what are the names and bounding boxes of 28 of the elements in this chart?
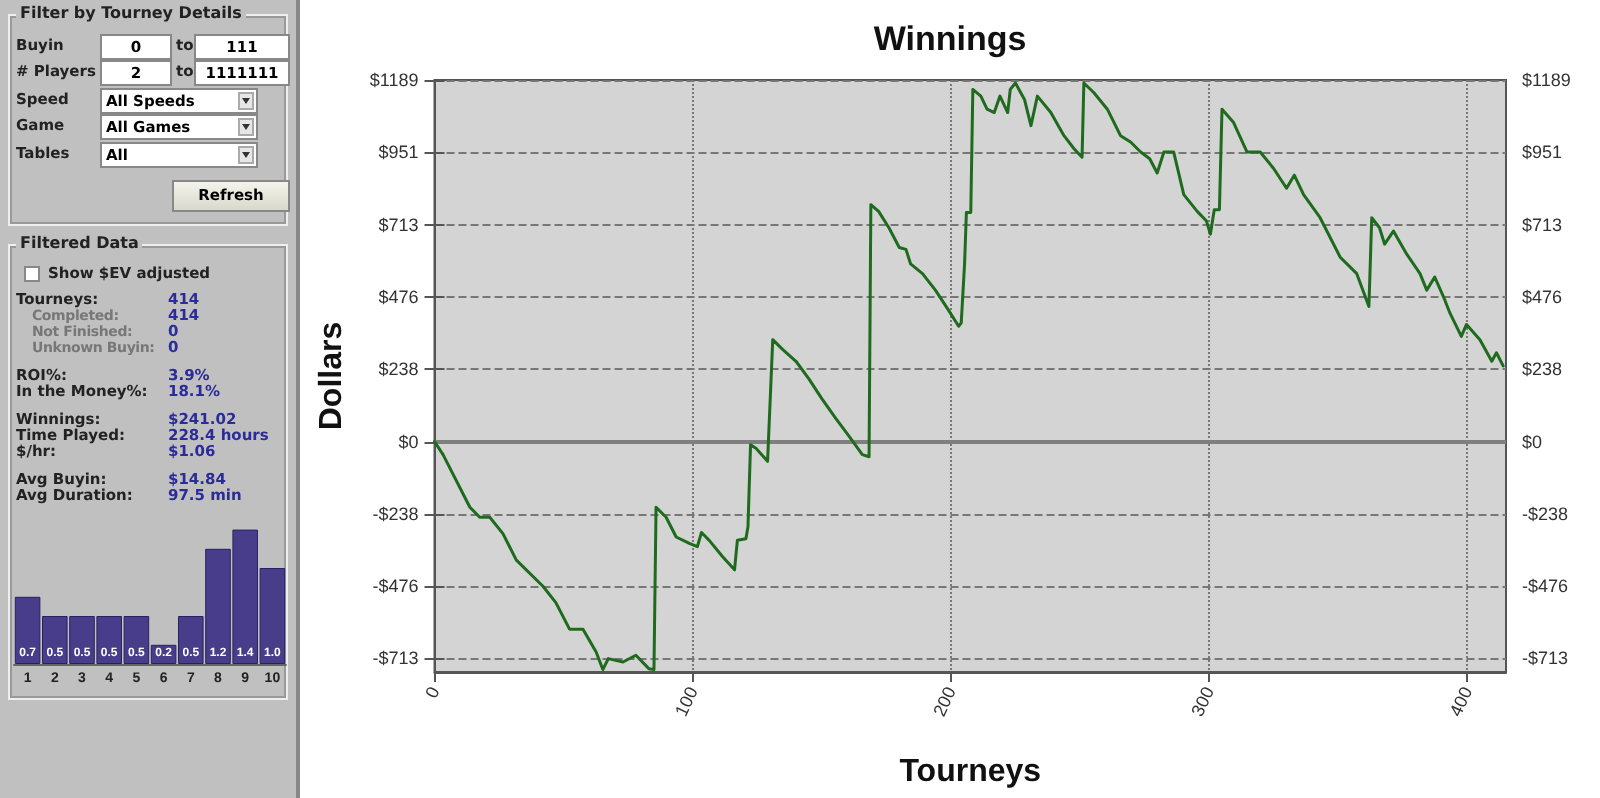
- x-tick-label: 0: [421, 683, 444, 702]
- y2-tick-label: $951: [1522, 142, 1563, 163]
- y-tick-label: -$476: [372, 576, 419, 597]
- x-tick-label: 300: [1187, 683, 1219, 720]
- x-tick-label: 200: [929, 683, 960, 720]
- y-tick-label: $713: [378, 214, 419, 235]
- text: Filtered Data: [16, 234, 143, 252]
- y-tick-label: -$238: [372, 503, 419, 524]
- y2-tick-label: $1189: [1522, 70, 1571, 90]
- y-tick-label: $951: [378, 142, 419, 163]
- y-tick-label: $238: [378, 359, 419, 380]
- y-tick-label: $476: [378, 286, 419, 307]
- y-tick-label: $1189: [369, 70, 419, 90]
- y2-tick-label: $238: [1522, 359, 1563, 380]
- y-tick-label: $0: [398, 431, 419, 452]
- y2-tick-label: -$476: [1522, 576, 1569, 597]
- chart-title: Winnings: [873, 20, 1027, 58]
- y2-tick-label: $476: [1522, 286, 1563, 307]
- x-tick-label: 400: [1445, 683, 1477, 720]
- x-tick-label: 100: [670, 683, 702, 720]
- text: Filter by Tourney Details: [16, 4, 246, 22]
- y2-tick-label: $0: [1522, 431, 1543, 452]
- y2-tick-label: -$238: [1522, 503, 1569, 524]
- y2-tick-label: -$713: [1522, 648, 1569, 669]
- y-tick-label: -$713: [372, 648, 419, 669]
- x-axis-title: Tourneys: [899, 755, 1042, 789]
- y-axis-title: Dollars: [315, 321, 349, 431]
- y2-tick-label: $713: [1522, 214, 1563, 235]
